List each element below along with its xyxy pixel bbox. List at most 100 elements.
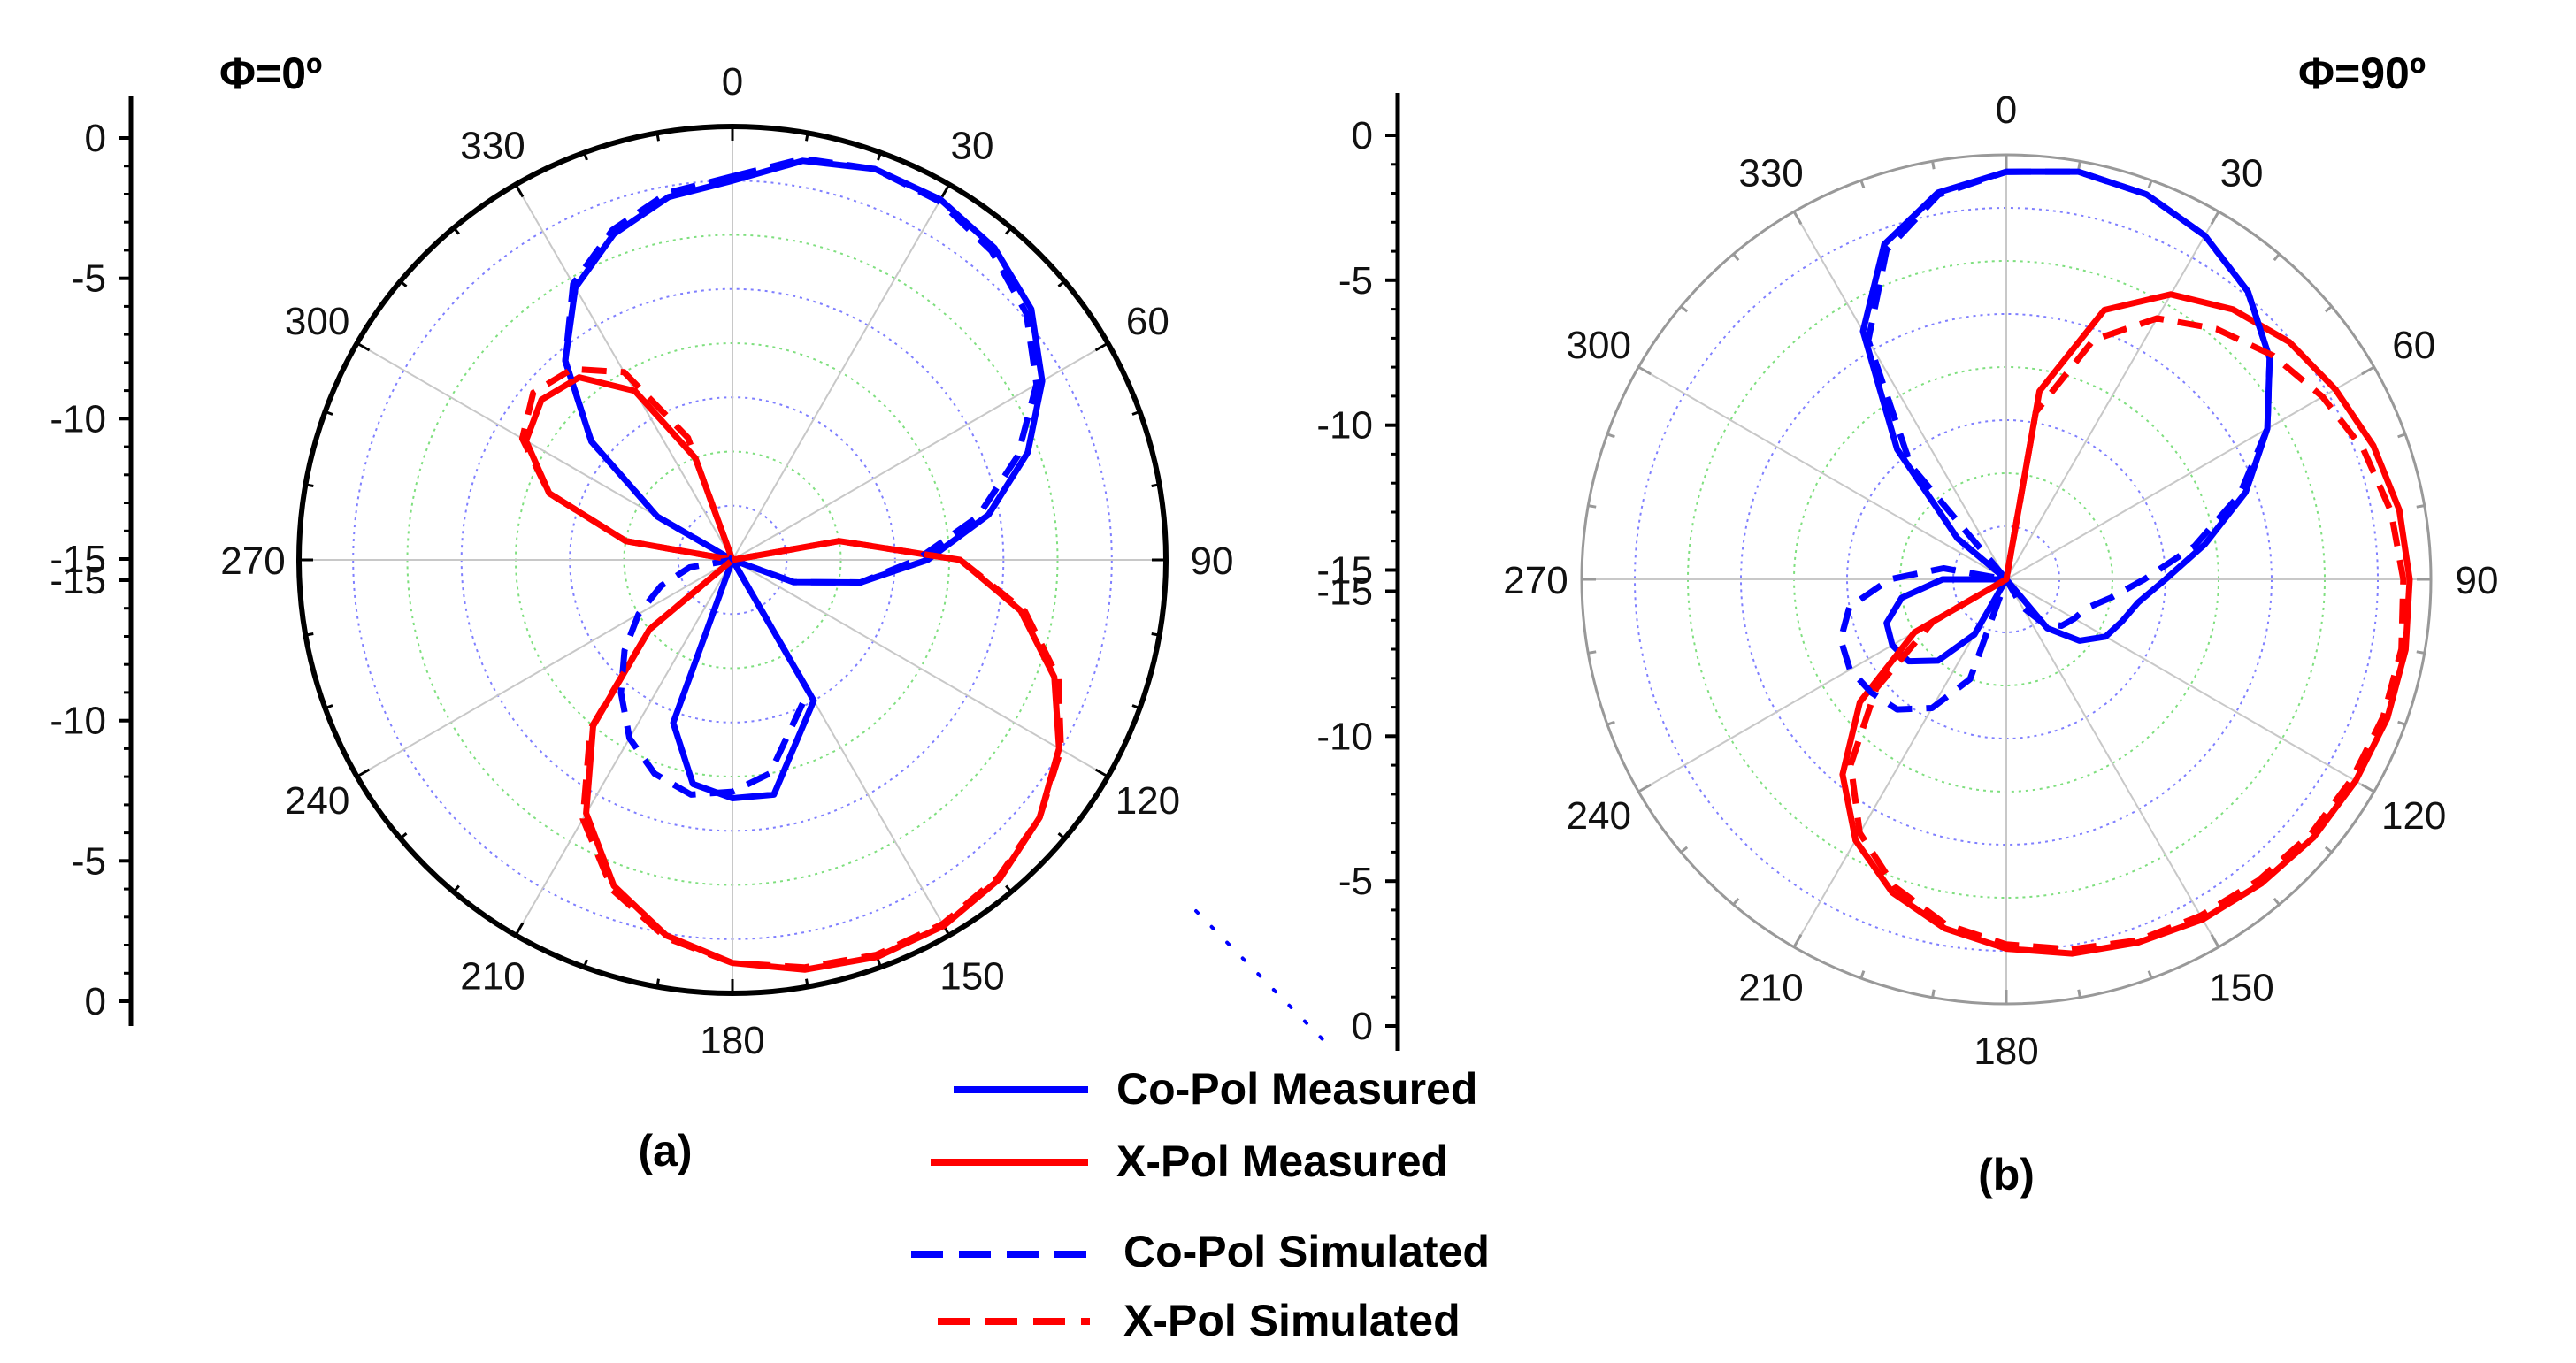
outer-tick-b-320 (1732, 253, 1740, 262)
angle-label-a-60: 60 (1126, 300, 1169, 343)
legend-item: X-Pol Measured (931, 1137, 1448, 1186)
radial-tick-label-a-4: -15 (50, 559, 106, 602)
outer-tick-a-50 (1057, 279, 1066, 287)
outer-tick-a-290 (325, 410, 334, 416)
angle-label-a-120: 120 (1116, 779, 1180, 823)
outer-tick-b-310 (1680, 305, 1689, 313)
angle-label-b-150: 150 (2209, 967, 2273, 1010)
outer-tick-a-20 (877, 152, 883, 161)
angle-label-b-60: 60 (2392, 324, 2435, 367)
outer-tick-b-60 (2361, 365, 2375, 376)
outer-tick-a-120 (1094, 768, 1109, 778)
radial-tick-label-a-2: -10 (50, 397, 106, 440)
series-a-co-pol-measured (562, 157, 1046, 801)
outer-tick-b-80 (2416, 504, 2425, 509)
outer-tick-a-160 (877, 959, 883, 968)
angle-label-a-210: 210 (460, 954, 525, 998)
legend: Co-Pol Measured X-Pol Measured Co-Pol Si… (911, 1064, 1490, 1345)
outer-tick-b-120 (2361, 783, 2375, 793)
grid-spoke-a-210 (515, 559, 733, 936)
angle-label-b-0: 0 (1996, 88, 2017, 132)
outer-tick-b-10 (2077, 161, 2082, 170)
series-a-co-pol-simulated (562, 155, 1040, 798)
outer-tick-b-290 (1606, 433, 1615, 439)
outer-tick-a-220 (452, 884, 460, 893)
outer-tick-a-80 (1151, 483, 1160, 487)
angle-label-b-30: 30 (2220, 151, 2264, 195)
outer-tick-a-130 (1057, 832, 1066, 840)
outer-tick-a-200 (582, 959, 588, 968)
outer-tick-b-100 (2416, 650, 2425, 655)
radial-tick-label-b-1: -5 (1338, 259, 1373, 302)
outer-tick-a-330 (514, 183, 525, 198)
angle-label-b-90: 90 (2456, 559, 2499, 602)
outer-tick-b-210 (1792, 934, 1803, 948)
angle-label-a-90: 90 (1191, 540, 1234, 583)
legend-label-x-pol-simulated: X-Pol Simulated (1123, 1296, 1460, 1345)
radial-tick-label-b-2: -10 (1316, 404, 1373, 448)
chart-b-title: Φ=90º (2298, 49, 2426, 98)
grid-spoke-a-30 (732, 184, 950, 561)
outer-tick-b-300 (1637, 365, 1652, 376)
chart-a-panel-label: (a) (638, 1126, 692, 1175)
radial-tick-label-a-0: 0 (85, 117, 106, 160)
outer-tick-a-70 (1131, 410, 1140, 416)
angle-label-b-270: 270 (1503, 559, 1568, 602)
outer-tick-b-200 (1859, 970, 1866, 979)
outer-tick-a-350 (656, 133, 660, 142)
grid-spoke-a-120 (732, 559, 1108, 777)
legend-item: Co-Pol Simulated (911, 1227, 1490, 1276)
grid-spoke-b-300 (1637, 366, 2007, 580)
outer-tick-b-340 (1859, 180, 1866, 188)
angle-label-b-240: 240 (1567, 794, 1631, 838)
radial-tick-label-a-1: -5 (72, 257, 106, 301)
outer-tick-b-160 (2147, 970, 2153, 979)
outer-tick-b-50 (2324, 305, 2333, 313)
outer-tick-a-40 (1005, 226, 1013, 235)
outer-tick-a-140 (1005, 884, 1013, 893)
outer-tick-a-100 (1151, 632, 1160, 637)
series-b-x-pol-measured (1839, 291, 2413, 957)
outer-tick-b-110 (2397, 720, 2406, 726)
angle-label-a-270: 270 (220, 540, 285, 583)
radial-tick-label-b-5: -10 (1316, 715, 1373, 758)
outer-tick-b-330 (1792, 211, 1803, 225)
radial-tick-label-b-3: -15 (1316, 549, 1373, 593)
series-a-x-pol-measured (523, 374, 1062, 973)
outer-tick-b-220 (1732, 897, 1740, 906)
legend-item: X-Pol Simulated (938, 1296, 1460, 1345)
legend-label-co-pol-simulated: Co-Pol Simulated (1123, 1227, 1490, 1276)
angle-label-b-300: 300 (1567, 324, 1631, 367)
outer-tick-a-190 (656, 978, 660, 987)
radial-tick-label-b-4: -15 (1316, 570, 1373, 614)
outer-tick-b-260 (1588, 650, 1597, 655)
angle-label-a-30: 30 (951, 125, 994, 168)
outer-tick-a-260 (305, 632, 314, 637)
angle-label-b-120: 120 (2381, 794, 2446, 838)
outer-tick-b-20 (2147, 180, 2153, 188)
outer-tick-b-30 (2210, 211, 2220, 225)
angle-label-a-300: 300 (285, 300, 349, 343)
legend-item: Co-Pol Measured (954, 1064, 1477, 1114)
legend-label-co-pol-measured: Co-Pol Measured (1116, 1064, 1477, 1114)
polar-chart-a: 0 30 60 90 120 150 180 210 240 270 300 330 0 -5 -10 -1… (50, 49, 1233, 1175)
series-b-co-pol-measured (1859, 168, 2273, 665)
outer-tick-a-170 (805, 978, 809, 987)
radial-tick-label-a-3: -15 (50, 538, 106, 581)
outer-tick-a-10 (805, 133, 809, 142)
series-b-co-pol-simulated (1837, 168, 2273, 713)
angle-label-a-240: 240 (285, 779, 349, 823)
angle-label-a-180: 180 (700, 1019, 764, 1062)
radial-tick-label-b-0: 0 (1352, 114, 1373, 157)
outer-tick-a-230 (399, 832, 408, 840)
angle-label-b-210: 210 (1738, 967, 1803, 1010)
grid-spoke-b-150 (2005, 578, 2220, 948)
outer-tick-a-320 (452, 226, 460, 235)
grid-spoke-a-240 (356, 559, 733, 777)
angle-label-a-0: 0 (722, 60, 743, 103)
outer-tick-b-190 (1931, 989, 1936, 998)
outer-tick-a-340 (582, 152, 588, 161)
grid-spoke-a-60 (732, 342, 1108, 561)
outer-tick-a-300 (356, 341, 371, 352)
chart-a-title: Φ=0º (219, 49, 322, 98)
